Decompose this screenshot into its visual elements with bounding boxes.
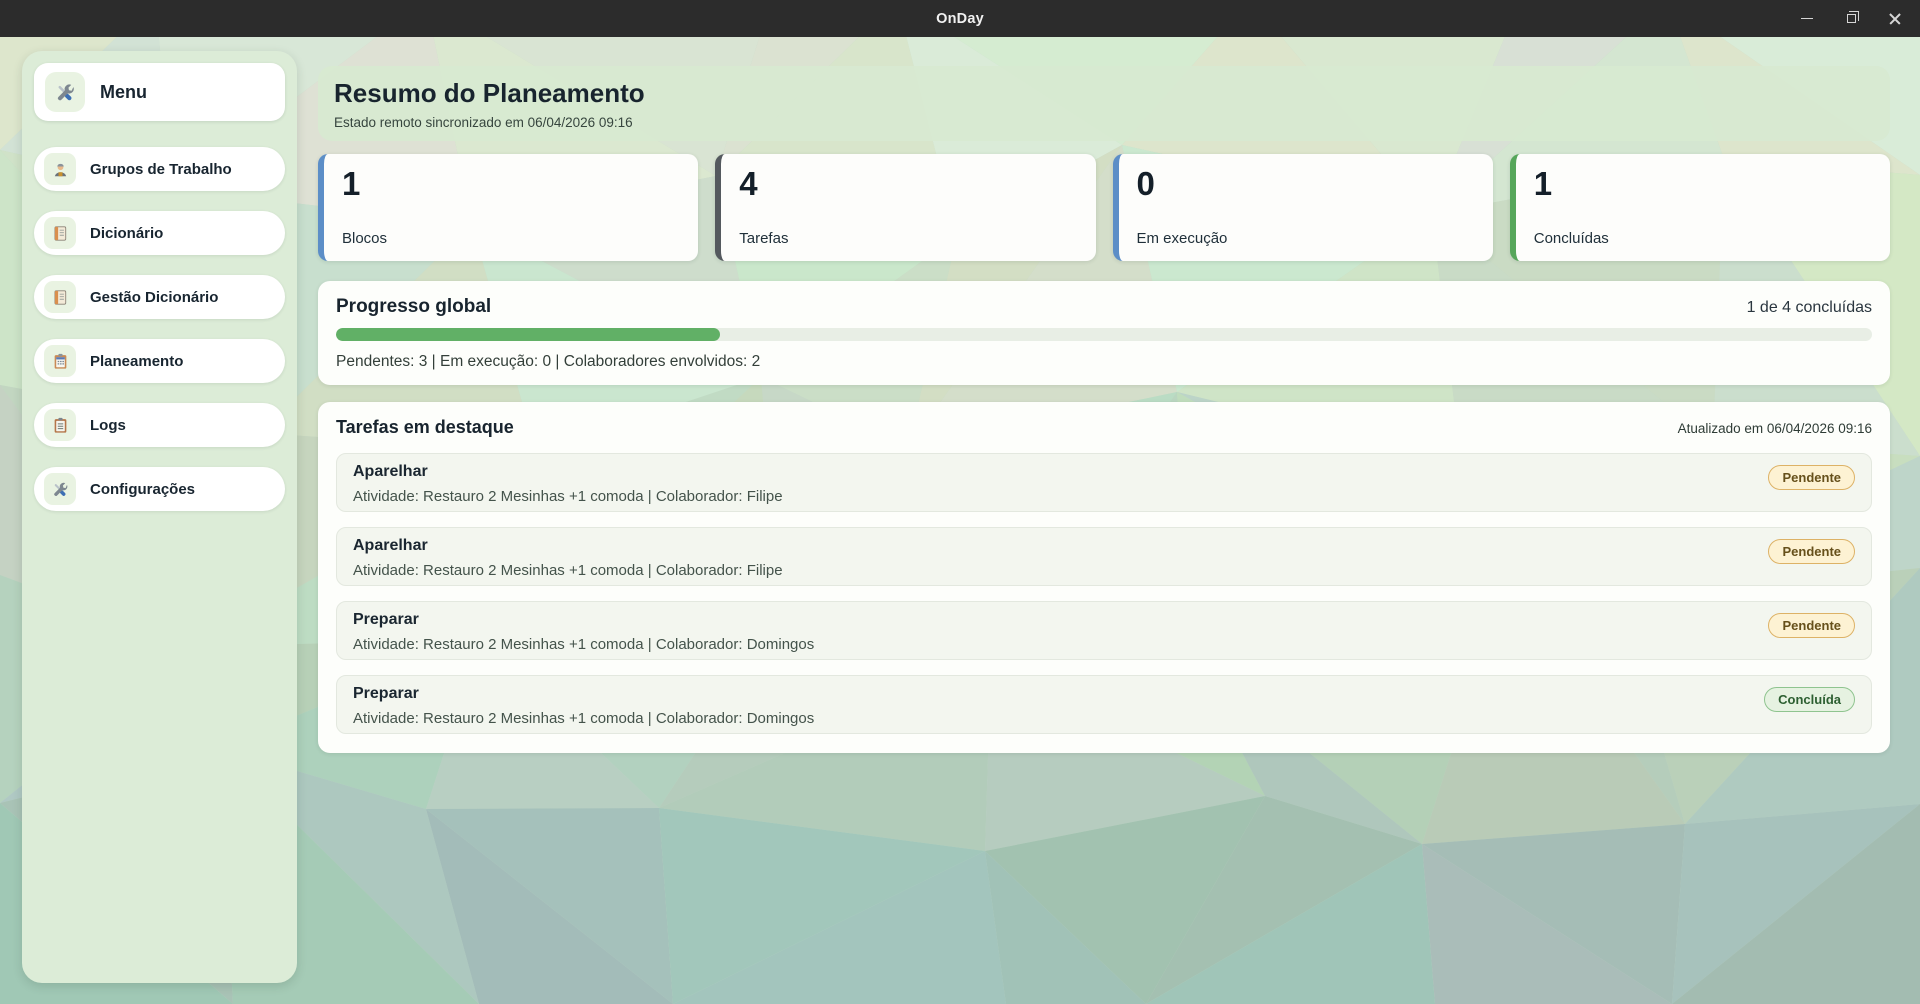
planner-clipboard-icon [44, 345, 76, 377]
stat-card-concluidas: 1 Concluídas [1509, 154, 1890, 261]
main-content: Resumo do Planeamento Estado remoto sinc… [318, 66, 1890, 753]
page-header-panel: Resumo do Planeamento Estado remoto sinc… [318, 66, 1890, 141]
task-details: Atividade: Restauro 2 Mesinhas +1 comoda… [353, 562, 783, 579]
status-badge: Pendente [1768, 613, 1855, 638]
task-details: Atividade: Restauro 2 Mesinhas +1 comoda… [353, 710, 815, 727]
task-info: Aparelhar Atividade: Restauro 2 Mesinhas… [353, 463, 783, 505]
sidebar-item-gestao-dicionario[interactable]: Gestão Dicionário [34, 275, 285, 319]
progress-details-text: Pendentes: 3 | Em execução: 0 | Colabora… [336, 353, 761, 370]
stat-label: Em execução [1136, 230, 1228, 247]
status-badge: Concluída [1764, 687, 1855, 712]
sidebar-item-dicionario[interactable]: Dicionário [34, 211, 285, 255]
stat-card-tarefas: 4 Tarefas [715, 154, 1096, 261]
minimize-icon[interactable] [1796, 8, 1818, 30]
sidebar-menu-header: Menu [34, 63, 285, 121]
tasks-title: Tarefas em destaque [336, 417, 514, 437]
progress-bar-track [336, 328, 1872, 341]
tasks-header: Tarefas em destaque Atualizado em 06/04/… [336, 417, 1872, 438]
tasks-updated-text: Atualizado em 06/04/2026 09:16 [1677, 421, 1872, 436]
sidebar-item-label: Grupos de Trabalho [90, 160, 232, 178]
notebook-icon [44, 217, 76, 249]
sidebar-item-logs[interactable]: Logs [34, 403, 285, 447]
task-info: Aparelhar Atividade: Restauro 2 Mesinhas… [353, 537, 783, 579]
notebook-icon [44, 281, 76, 313]
progress-title: Progresso global [336, 296, 492, 317]
stat-value: 1 [1533, 165, 1553, 202]
progress-summary: 1 de 4 concluídas [1746, 299, 1872, 316]
sidebar: Menu Grupos de Trabalho Dicionário Gestã… [22, 51, 297, 983]
status-badge: Pendente [1768, 465, 1855, 490]
restore-icon[interactable] [1840, 8, 1862, 30]
stat-value: 0 [1136, 165, 1155, 202]
sidebar-item-planeamento[interactable]: Planeamento [34, 339, 285, 383]
clipboard-icon [44, 409, 76, 441]
close-icon[interactable] [1884, 8, 1906, 30]
task-name: Preparar [353, 611, 419, 628]
highlighted-tasks-panel: Tarefas em destaque Atualizado em 06/04/… [318, 402, 1890, 753]
task-name: Preparar [353, 685, 419, 702]
sidebar-menu-label: Menu [100, 81, 147, 102]
sidebar-item-label: Dicionário [90, 224, 164, 242]
sidebar-item-label: Gestão Dicionário [90, 288, 219, 306]
stat-label: Tarefas [739, 230, 789, 247]
task-row: Aparelhar Atividade: Restauro 2 Mesinhas… [336, 527, 1872, 586]
global-progress-panel: Progresso global 1 de 4 concluídas Pende… [318, 281, 1890, 385]
worker-icon [44, 153, 76, 185]
stat-label: Concluídas [1533, 230, 1609, 247]
task-info: Preparar Atividade: Restauro 2 Mesinhas … [353, 685, 814, 727]
task-row: Preparar Atividade: Restauro 2 Mesinhas … [336, 675, 1872, 734]
progress-bar-fill [336, 328, 720, 341]
task-row: Aparelhar Atividade: Restauro 2 Mesinhas… [336, 453, 1872, 512]
stats-row: 1 Blocos 4 Tarefas 0 Em execução 1 Concl… [318, 154, 1890, 261]
tools-icon [44, 473, 76, 505]
task-info: Preparar Atividade: Restauro 2 Mesinhas … [353, 611, 814, 653]
window-title: OnDay [936, 10, 984, 27]
task-row: Preparar Atividade: Restauro 2 Mesinhas … [336, 601, 1872, 660]
status-badge: Pendente [1768, 539, 1855, 564]
tools-icon [45, 72, 85, 112]
stat-card-em-execucao: 0 Em execução [1112, 154, 1493, 261]
task-details: Atividade: Restauro 2 Mesinhas +1 comoda… [353, 488, 783, 505]
sidebar-item-label: Configurações [90, 480, 196, 498]
task-name: Aparelhar [353, 463, 428, 480]
sidebar-item-configuracoes[interactable]: Configurações [34, 467, 285, 511]
sidebar-item-label: Logs [90, 416, 126, 434]
task-details: Atividade: Restauro 2 Mesinhas +1 comoda… [353, 636, 815, 653]
sidebar-item-grupos-de-trabalho[interactable]: Grupos de Trabalho [34, 147, 285, 191]
stat-card-blocos: 1 Blocos [318, 154, 699, 261]
progress-header: Progresso global 1 de 4 concluídas [336, 296, 1872, 318]
sidebar-item-label: Planeamento [90, 352, 184, 370]
window-titlebar: OnDay [0, 0, 1920, 37]
sync-status-text: Estado remoto sincronizado em 06/04/2026… [334, 115, 633, 130]
stat-label: Blocos [342, 230, 388, 247]
stat-value: 4 [739, 165, 758, 202]
window-controls [1796, 0, 1906, 37]
page-title: Resumo do Planeamento [334, 78, 645, 108]
task-name: Aparelhar [353, 537, 428, 554]
stat-value: 1 [342, 165, 361, 202]
